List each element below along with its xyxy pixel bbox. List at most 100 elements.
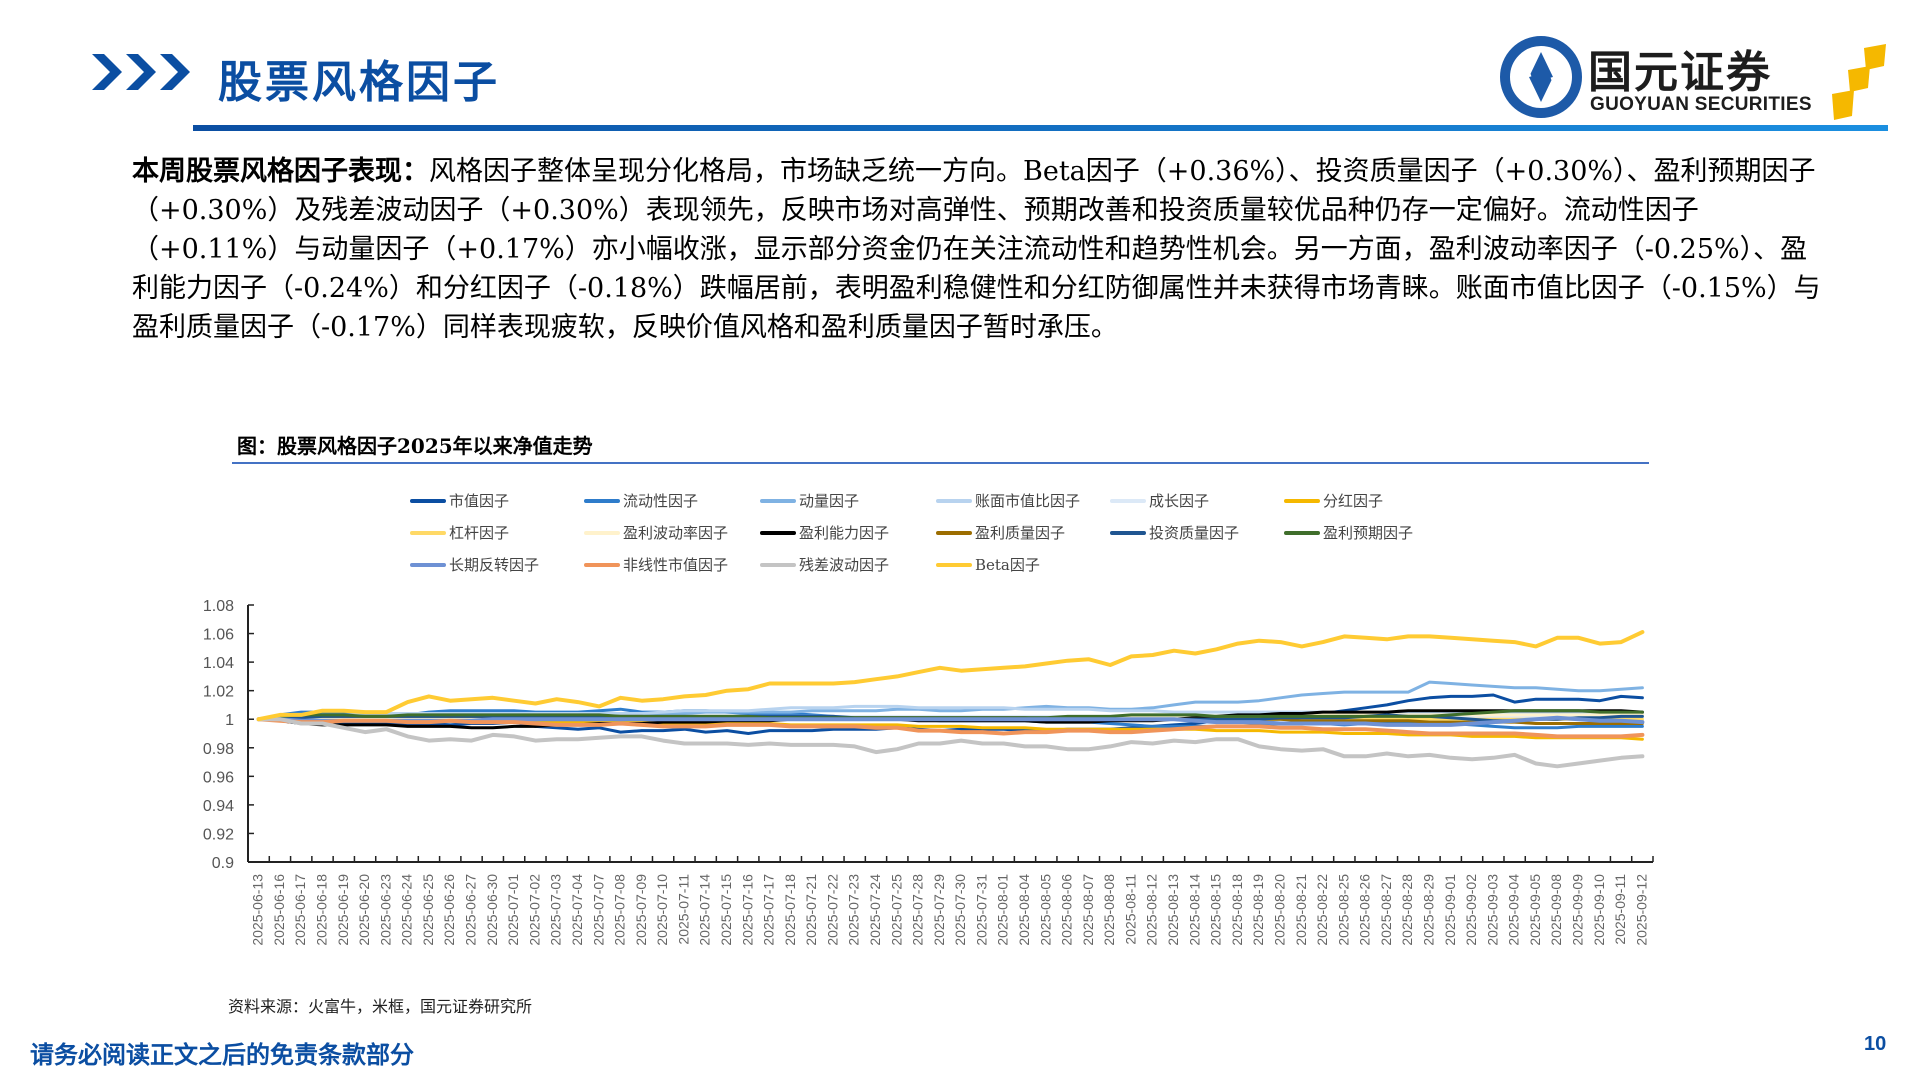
legend-item: 非线性市值因子	[584, 554, 728, 575]
x-tick-label: 2025-07-02	[526, 874, 542, 946]
y-tick-label: 1.06	[203, 627, 234, 644]
x-tick-label: 2025-08-20	[1271, 874, 1287, 946]
y-tick-label: 0.96	[203, 769, 234, 786]
legend-swatch	[584, 498, 620, 503]
x-tick-label: 2025-08-27	[1378, 874, 1394, 946]
y-tick-label: 1.04	[203, 655, 234, 672]
y-tick-label: 0.98	[203, 741, 234, 758]
legend-item: 盈利预期因子	[1284, 522, 1413, 543]
legend-item: 动量因子	[760, 490, 859, 511]
x-tick-label: 2025-08-25	[1335, 874, 1351, 946]
legend-item: 长期反转因子	[410, 554, 539, 575]
legend-swatch	[936, 530, 972, 535]
legend-label: 流动性因子	[623, 492, 699, 510]
x-tick-label: 2025-08-26	[1357, 874, 1373, 946]
x-tick-label: 2025-07-04	[569, 874, 585, 946]
legend-item: 流动性因子	[584, 490, 698, 511]
x-tick-label: 2025-07-10	[654, 874, 670, 946]
legend-label: 市值因子	[449, 492, 510, 510]
legend-label: 盈利质量因子	[975, 524, 1066, 542]
x-tick-label: 2025-09-04	[1506, 874, 1522, 946]
legend-item: 残差波动因子	[760, 554, 889, 575]
x-tick-label: 2025-08-22	[1314, 874, 1330, 946]
x-tick-label: 2025-09-10	[1591, 874, 1607, 946]
x-tick-label: 2025-07-30	[952, 874, 968, 946]
x-tick-label: 2025-08-29	[1420, 874, 1436, 946]
legend-swatch	[936, 562, 972, 567]
series-line	[256, 630, 1645, 722]
y-tick-label: 1.02	[203, 684, 234, 701]
x-tick-label: 2025-06-27	[463, 874, 479, 946]
legend-swatch	[584, 530, 620, 535]
x-tick-label: 2025-08-05	[1037, 874, 1053, 946]
x-tick-label: 2025-09-08	[1548, 874, 1564, 946]
legend-item: 成长因子	[1110, 490, 1209, 511]
x-tick-label: 2025-09-02	[1463, 874, 1479, 946]
logo-gold-tiles-icon	[1832, 44, 1886, 120]
legend-label: 账面市值比因子	[975, 492, 1081, 510]
legend-swatch	[410, 562, 446, 567]
x-tick-label: 2025-06-13	[250, 874, 266, 946]
x-tick-label: 2025-09-12	[1633, 874, 1649, 946]
x-tick-label: 2025-07-14	[697, 874, 713, 946]
legend-label: 成长因子	[1149, 492, 1210, 510]
legend-label: 盈利波动率因子	[623, 524, 729, 542]
x-tick-label: 2025-06-23	[377, 874, 393, 946]
x-tick-label: 2025-07-21	[803, 874, 819, 946]
y-tick-label: 0.94	[203, 798, 234, 815]
x-tick-label: 2025-07-22	[824, 874, 840, 946]
x-tick-label: 2025-06-26	[441, 874, 457, 946]
company-logo: 国元证券 GUOYUAN SECURITIES	[1500, 34, 1895, 124]
legend-item: 盈利能力因子	[760, 522, 889, 543]
legend-item: 盈利波动率因子	[584, 522, 728, 543]
y-tick-label: 0.9	[212, 855, 234, 872]
legend-label: 盈利预期因子	[1323, 524, 1414, 542]
x-tick-label: 2025-07-31	[973, 874, 989, 946]
legend-item: 杠杆因子	[410, 522, 509, 543]
x-tick-label: 2025-07-18	[782, 874, 798, 946]
logo-english-text: GUOYUAN SECURITIES	[1590, 94, 1812, 115]
legend-swatch	[760, 562, 796, 567]
page-number: 10	[1864, 1033, 1887, 1055]
legend-swatch	[936, 498, 972, 503]
summary-paragraph: 本周股票风格因子表现：风格因子整体呈现分化格局，市场缺乏统一方向。Beta因子（…	[132, 152, 1832, 347]
legend-swatch	[584, 562, 620, 567]
x-tick-label: 2025-08-07	[1080, 874, 1096, 946]
x-tick-label: 2025-06-30	[484, 874, 500, 946]
logo-chinese-text: 国元证券	[1588, 47, 1772, 98]
legend-swatch	[410, 530, 446, 535]
legend-label: 非线性市值因子	[623, 556, 729, 574]
legend-label: 长期反转因子	[449, 556, 540, 574]
x-tick-label: 2025-06-17	[292, 874, 308, 946]
x-tick-label: 2025-09-05	[1527, 874, 1543, 946]
legend-label: 动量因子	[799, 492, 860, 510]
summary-body: 风格因子整体呈现分化格局，市场缺乏统一方向。Beta因子（+0.36%）、投资质…	[132, 156, 1821, 343]
legend-swatch	[1284, 498, 1320, 503]
legend-label: 残差波动因子	[799, 556, 890, 574]
x-tick-label: 2025-06-18	[314, 874, 330, 946]
legend-swatch	[1284, 530, 1320, 535]
x-tick-label: 2025-08-01	[995, 874, 1011, 946]
figure-source: 资料来源：火富牛，米框，国元证券研究所	[228, 997, 533, 1016]
legend-swatch	[410, 498, 446, 503]
y-tick-label: 0.92	[203, 826, 234, 843]
x-tick-label: 2025-06-20	[356, 874, 372, 946]
legend-swatch	[1110, 530, 1146, 535]
x-tick-label: 2025-07-07	[590, 874, 606, 946]
legend-label: Beta因子	[975, 556, 1040, 574]
x-tick-label: 2025-08-08	[1101, 874, 1117, 946]
x-tick-label: 2025-08-04	[1016, 874, 1032, 946]
legend-item: 市值因子	[410, 490, 509, 511]
x-tick-label: 2025-08-28	[1399, 874, 1415, 946]
x-tick-label: 2025-09-11	[1612, 874, 1628, 945]
legend-label: 盈利能力因子	[799, 524, 890, 542]
x-tick-label: 2025-07-24	[867, 874, 883, 946]
legend-item: Beta因子	[936, 554, 1040, 575]
series-line	[256, 717, 1645, 769]
x-tick-label: 2025-07-08	[612, 874, 628, 946]
x-tick-label: 2025-08-11	[1122, 874, 1138, 945]
x-tick-label: 2025-08-18	[1229, 874, 1245, 946]
x-tick-label: 2025-09-03	[1484, 874, 1500, 946]
x-tick-label: 2025-07-01	[505, 874, 521, 946]
x-tick-label: 2025-09-09	[1569, 874, 1585, 946]
